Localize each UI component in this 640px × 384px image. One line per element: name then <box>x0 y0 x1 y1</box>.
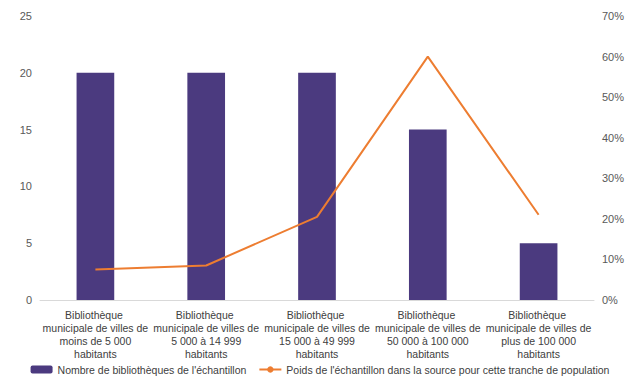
svg-text:50 000 à 100 000: 50 000 à 100 000 <box>384 335 472 347</box>
svg-text:0%: 0% <box>602 294 618 306</box>
svg-text:Bibliothèque: Bibliothèque <box>65 309 126 321</box>
svg-text:10%: 10% <box>602 253 624 265</box>
svg-text:10: 10 <box>20 180 32 192</box>
svg-text:5 000 à 14 999: 5 000 à 14 999 <box>168 335 244 347</box>
svg-text:habitants: habitants <box>406 348 449 360</box>
svg-text:habitants: habitants <box>74 348 117 360</box>
svg-text:Bibliothèque: Bibliothèque <box>508 309 569 321</box>
svg-text:20%: 20% <box>602 213 624 225</box>
svg-text:habitants: habitants <box>517 348 560 360</box>
svg-text:habitants: habitants <box>185 348 228 360</box>
svg-text:0: 0 <box>26 294 32 306</box>
svg-text:60%: 60% <box>602 51 624 63</box>
svg-text:Poids de l'échantillon dans la: Poids de l'échantillon dans la source po… <box>286 364 609 376</box>
svg-text:15 000 à 49 999: 15 000 à 49 999 <box>276 335 358 347</box>
svg-text:municipale de villes de: municipale de villes de <box>264 322 370 334</box>
svg-text:Bibliothèque: Bibliothèque <box>176 309 237 321</box>
svg-text:habitants: habitants <box>296 348 339 360</box>
svg-text:5: 5 <box>26 237 32 249</box>
svg-text:25: 25 <box>20 10 32 22</box>
svg-text:30%: 30% <box>602 172 624 184</box>
svg-text:plus de 100 000: plus de 100 000 <box>498 335 579 347</box>
svg-text:municipale de villes de: municipale de villes de <box>375 322 481 334</box>
svg-text:50%: 50% <box>602 91 624 103</box>
svg-text:municipale de villes de: municipale de villes de <box>486 322 592 334</box>
svg-text:20: 20 <box>20 67 32 79</box>
svg-text:Bibliothèque: Bibliothèque <box>397 309 458 321</box>
svg-text:Nombre de bibliothèques de l'é: Nombre de bibliothèques de l'échantillon <box>58 364 247 376</box>
svg-text:70%: 70% <box>602 10 624 22</box>
svg-text:municipale de villes de: municipale de villes de <box>153 322 259 334</box>
svg-text:moins de 5 000: moins de 5 000 <box>57 335 135 347</box>
svg-text:Bibliothèque: Bibliothèque <box>287 309 348 321</box>
svg-text:15: 15 <box>20 124 32 136</box>
svg-text:municipale de villes de: municipale de villes de <box>43 322 149 334</box>
svg-text:40%: 40% <box>602 132 624 144</box>
